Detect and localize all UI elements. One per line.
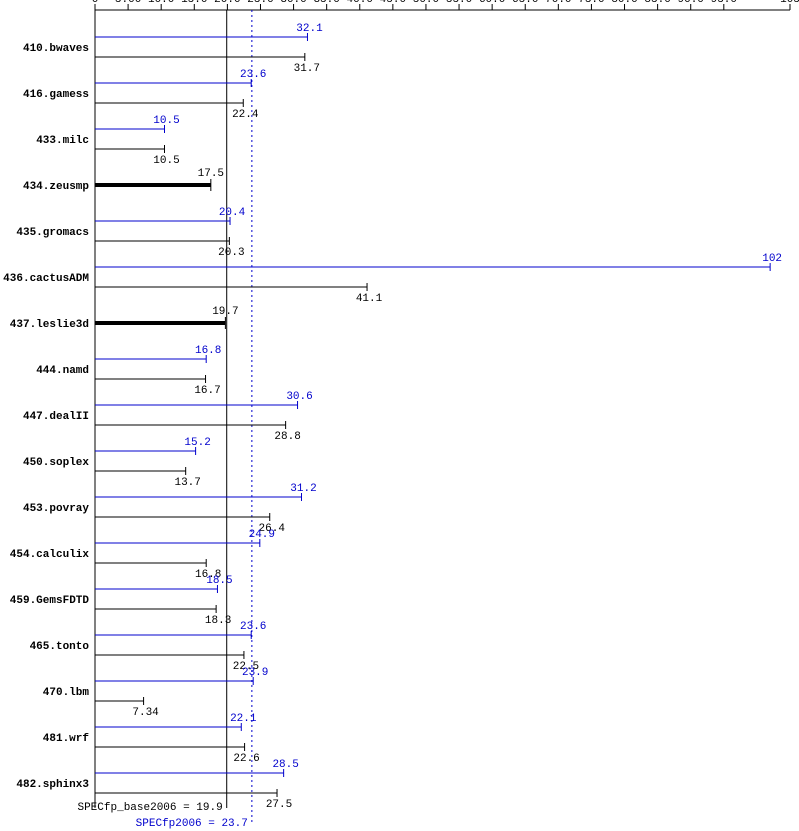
benchmark-label: 433.milc — [36, 135, 89, 147]
benchmark-label: 465.tonto — [30, 641, 90, 653]
value-label-peak: 22.1 — [230, 713, 257, 725]
value-label-peak: 23.9 — [242, 667, 268, 679]
benchmark-label: 454.calculix — [10, 549, 90, 561]
x-tick-label: 20.0 — [214, 0, 240, 6]
value-label-peak: 24.9 — [249, 529, 275, 541]
value-label-base: 13.7 — [174, 477, 200, 489]
x-tick-label: 105 — [780, 0, 799, 6]
benchmark-label: 470.lbm — [43, 687, 90, 699]
x-tick-label: 5.00 — [115, 0, 141, 6]
x-tick-label: 55.0 — [446, 0, 472, 6]
value-label-base: 22.6 — [233, 753, 259, 765]
value-label-base: 18.3 — [205, 615, 231, 627]
benchmark-label: 481.wrf — [43, 733, 90, 745]
x-tick-label: 95.0 — [711, 0, 737, 6]
x-tick-label: 25.0 — [247, 0, 273, 6]
benchmark-label: 416.gamess — [23, 89, 89, 101]
value-label-peak: 30.6 — [286, 391, 312, 403]
value-label-base: 31.7 — [294, 63, 320, 75]
x-tick-label: 60.0 — [479, 0, 505, 6]
x-tick-label: 15.0 — [181, 0, 207, 6]
benchmark-label: 435.gromacs — [16, 227, 89, 239]
x-tick-label: 50.0 — [413, 0, 439, 6]
value-label-base: 41.1 — [356, 293, 383, 305]
x-tick-label: 10.0 — [148, 0, 174, 6]
value-label-base: 27.5 — [266, 799, 292, 811]
value-label: 19.7 — [212, 306, 238, 318]
benchmark-label: 436.cactusADM — [3, 273, 89, 285]
value-label-peak: 23.6 — [240, 621, 266, 633]
benchmark-label: 447.dealII — [23, 411, 89, 423]
x-tick-label: 0 — [92, 0, 99, 6]
x-tick-label: 70.0 — [545, 0, 571, 6]
x-tick-label: 90.0 — [678, 0, 704, 6]
x-tick-label: 85.0 — [644, 0, 670, 6]
x-tick-label: 80.0 — [611, 0, 637, 6]
benchmark-label: 410.bwaves — [23, 43, 89, 55]
spec-chart: 0 5.00 10.0 15.0 20.0 25.0 30.0 35.0 40.0 45.0 50.… — [0, 0, 799, 831]
value-label: 17.5 — [198, 168, 224, 180]
value-label-base: 16.7 — [194, 385, 220, 397]
value-label-base: 7.34 — [132, 707, 159, 719]
value-label-peak: 23.6 — [240, 69, 266, 81]
x-tick-label: 75.0 — [578, 0, 604, 6]
benchmark-label: 450.soplex — [23, 457, 89, 469]
value-label-base: 20.3 — [218, 247, 244, 259]
value-label-peak: 102 — [762, 253, 782, 265]
value-label-base: 28.8 — [274, 431, 300, 443]
benchmark-label: 444.namd — [36, 365, 89, 377]
value-label-peak: 32.1 — [296, 23, 323, 35]
value-label-peak: 15.2 — [184, 437, 210, 449]
value-label-peak: 16.8 — [195, 345, 221, 357]
x-tick-label: 30.0 — [280, 0, 306, 6]
value-label-peak: 31.2 — [290, 483, 316, 495]
value-label-peak: 10.5 — [153, 115, 179, 127]
x-tick-label: 40.0 — [347, 0, 373, 6]
benchmark-label: 453.povray — [23, 503, 89, 515]
footer-peak-label: SPECfp2006 = 23.7 — [136, 818, 248, 830]
value-label-base: 22.4 — [232, 109, 259, 121]
benchmark-label: 459.GemsFDTD — [10, 595, 90, 607]
x-tick-label: 35.0 — [313, 0, 339, 6]
value-label-peak: 20.4 — [219, 207, 246, 219]
x-tick-label: 65.0 — [512, 0, 538, 6]
value-label-base: 10.5 — [153, 155, 179, 167]
benchmark-label: 434.zeusmp — [23, 181, 89, 193]
footer-base-label: SPECfp_base2006 = 19.9 — [77, 802, 222, 814]
x-tick-label: 45.0 — [380, 0, 406, 6]
benchmark-label: 482.sphinx3 — [16, 779, 89, 791]
value-label-peak: 18.5 — [206, 575, 232, 587]
benchmark-label: 437.leslie3d — [10, 319, 89, 331]
value-label-peak: 28.5 — [272, 759, 298, 771]
